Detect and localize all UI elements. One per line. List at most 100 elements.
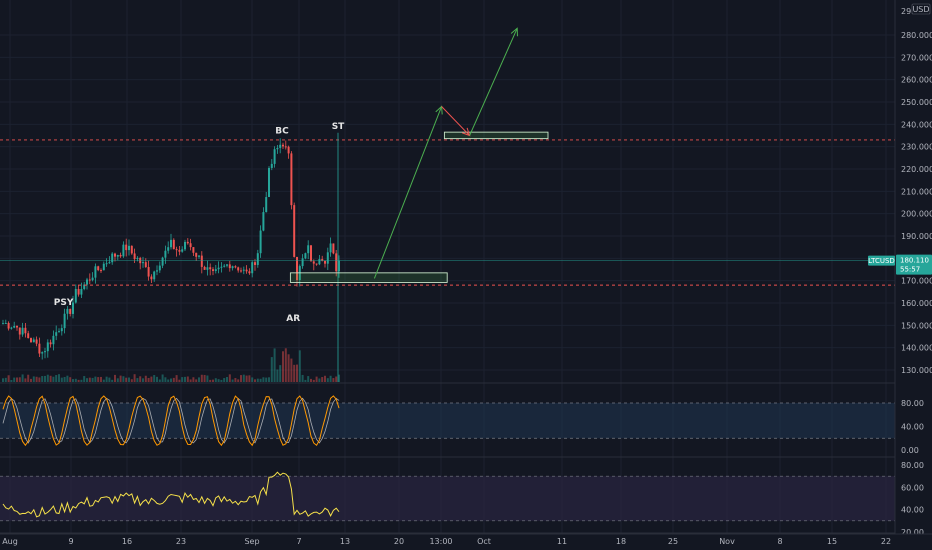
- time-tick: 11: [557, 537, 567, 546]
- volume-bar: [13, 377, 16, 382]
- candle-body: [217, 267, 220, 270]
- candlesticks: [2, 138, 340, 360]
- candle-body: [130, 245, 133, 254]
- candle-body: [102, 263, 105, 271]
- volume-bar: [262, 377, 265, 382]
- candle-body: [226, 264, 228, 266]
- candle-body: [318, 259, 321, 265]
- volume-bar: [245, 375, 248, 382]
- time-tick: 16: [122, 537, 132, 546]
- volume-bar: [35, 376, 38, 382]
- annotation-bc: BC: [275, 126, 289, 136]
- volume-bar: [298, 350, 301, 382]
- candle-body: [242, 269, 245, 271]
- candle-body: [240, 270, 242, 272]
- volume-bar: [192, 377, 195, 382]
- volume-bar: [142, 378, 144, 382]
- volume-bar: [170, 378, 172, 382]
- price-tick: 200.000: [901, 210, 932, 219]
- volume-bar: [248, 375, 251, 382]
- volume-bar: [195, 379, 198, 382]
- candle-body: [270, 163, 273, 168]
- candle-body: [329, 243, 332, 253]
- time-axis-background: [0, 534, 932, 550]
- volume-bar: [338, 374, 340, 382]
- candle-body: [195, 252, 198, 257]
- candle-body: [91, 277, 94, 281]
- volume-bar: [209, 379, 212, 382]
- volume-bar: [111, 379, 114, 382]
- candle-body: [7, 322, 10, 329]
- projection-arrow-down: [441, 106, 470, 136]
- candle-body: [125, 244, 128, 251]
- candle-body: [192, 247, 195, 253]
- zones[interactable]: [289, 131, 549, 283]
- volume-bar: [86, 378, 88, 382]
- volume-bar: [88, 377, 91, 382]
- candle-body: [46, 342, 49, 352]
- volume-bar: [234, 378, 237, 382]
- accumulation-range-zone: [289, 272, 448, 283]
- candle-body: [206, 267, 209, 270]
- time-tick: 18: [616, 537, 626, 546]
- time-tick: 13: [340, 537, 350, 546]
- candle-body: [170, 239, 172, 248]
- volume-bar: [122, 376, 125, 382]
- candle-body: [245, 269, 248, 272]
- time-axis[interactable]: Aug 9 16 23 Sep 7 13 20 13:00 Oct 11 18 25 Nov 8 15 22: [0, 533, 932, 550]
- volume-bar: [69, 377, 72, 382]
- projection-arrows[interactable]: [373, 27, 518, 279]
- volume-bar: [7, 375, 10, 382]
- volume-bar: [74, 378, 77, 382]
- stoch-tick: 40.00: [901, 423, 924, 432]
- price-tick: 210.000: [901, 187, 932, 196]
- candle-body: [2, 323, 4, 325]
- candle-body: [4, 322, 7, 324]
- volume-bar: [265, 377, 268, 382]
- volume-bar: [161, 374, 164, 382]
- candle-body: [321, 259, 324, 261]
- candle-body: [142, 262, 144, 264]
- price-tick: 170.000: [901, 277, 932, 286]
- candle-body: [279, 144, 282, 148]
- rsi-line: [2, 471, 340, 518]
- candle-body: [220, 266, 223, 268]
- rsi-tick: 40.00: [901, 506, 924, 515]
- volume-bar: [237, 379, 240, 382]
- candle-body: [94, 266, 97, 278]
- volume-bar: [72, 379, 74, 382]
- time-tick: Oct: [477, 537, 491, 546]
- volume-bar: [226, 377, 228, 382]
- candle-body: [287, 146, 290, 154]
- rsi-tick: 60.00: [901, 483, 924, 492]
- volume-bar: [94, 376, 97, 382]
- candle-body: [161, 257, 164, 266]
- volume-bar: [91, 377, 94, 382]
- volume-bar: [102, 379, 105, 382]
- price-axis-background: [895, 0, 932, 550]
- candle-body: [172, 239, 175, 250]
- price-axis[interactable]: 130.000140.000150.000160.000170.000180.0…: [894, 0, 932, 550]
- time-tick: Sep: [244, 537, 259, 546]
- candle-body: [16, 325, 18, 328]
- volume-bar: [153, 375, 156, 382]
- volume-bar: [212, 379, 214, 382]
- candle-body: [13, 325, 16, 328]
- time-tick: 7: [296, 537, 301, 546]
- volume-bar: [58, 374, 60, 382]
- candle-body: [338, 260, 340, 272]
- price-tick: 230.000: [901, 143, 932, 152]
- candle-body: [307, 245, 310, 254]
- volume-bar: [130, 379, 133, 382]
- candle-body: [310, 245, 312, 262]
- candle-body: [21, 327, 24, 335]
- candle-body: [150, 276, 153, 280]
- candle-body: [38, 343, 41, 354]
- volume-bar: [100, 376, 102, 382]
- time-tick: 25: [668, 537, 678, 546]
- candle-body: [18, 327, 21, 335]
- time-tick: 15: [827, 537, 837, 546]
- volume-bar: [312, 379, 315, 382]
- candle-body: [80, 289, 83, 295]
